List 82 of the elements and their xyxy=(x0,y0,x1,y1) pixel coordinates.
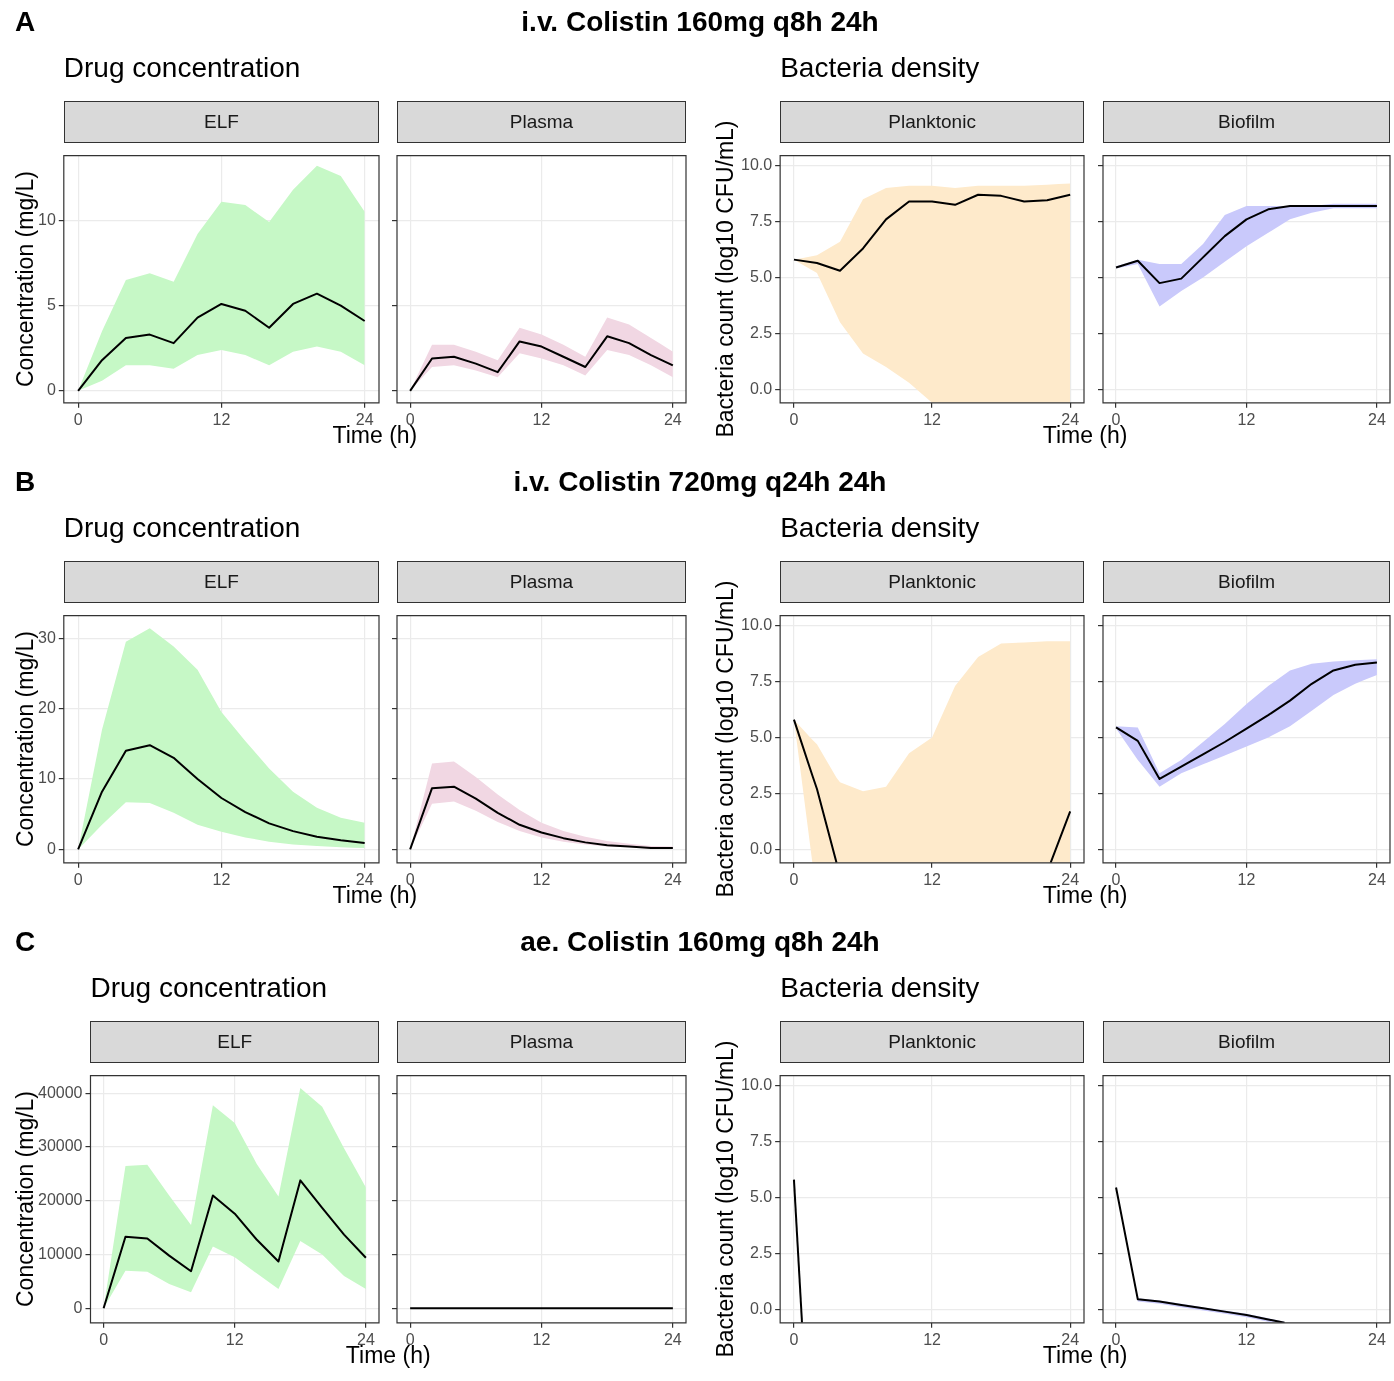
text: B xyxy=(15,466,36,498)
x-tick-label: 24 xyxy=(663,410,682,428)
chart-title: Biofilm xyxy=(1103,101,1390,143)
y-tick-label: 20 xyxy=(38,698,56,716)
chart-subtitle: Drug concentration xyxy=(63,512,301,544)
chart-title: Plasma xyxy=(397,101,686,143)
chart-title: Plasma xyxy=(397,1021,686,1063)
text: C xyxy=(15,926,36,958)
y-tick-label: 20000 xyxy=(37,1191,83,1209)
chart-title: Biofilm xyxy=(1103,561,1390,603)
x-tick-label: 12 xyxy=(212,410,231,428)
y-tick-label: 2.5 xyxy=(749,323,773,341)
y-tick-label: 30000 xyxy=(37,1137,83,1155)
y-axis-title: Concentration (mg/L) xyxy=(11,1091,39,1308)
text: ae. Colistin 160mg q8h 24h xyxy=(520,926,880,958)
y-tick-label: 10 xyxy=(38,769,56,787)
chart-title: Planktonic xyxy=(780,561,1084,603)
chart-subtitle: Bacteria density xyxy=(780,52,980,84)
x-tick-label: 0 xyxy=(1111,1330,1121,1348)
y-tick-label: 2.5 xyxy=(749,1243,773,1261)
chart-subtitle: Drug concentration xyxy=(63,52,301,84)
text: i.v. Colistin 720mg q24h 24h xyxy=(513,466,887,498)
y-tick-label: 10.0 xyxy=(741,156,773,174)
y-tick-label: 5.0 xyxy=(749,727,773,745)
y-axis-title: Bacteria count (log10 CFU/mL) xyxy=(711,1040,739,1358)
y-tick-label: 10.0 xyxy=(741,1076,773,1094)
x-tick-label: 12 xyxy=(532,1330,551,1348)
x-tick-label: 0 xyxy=(99,1330,109,1348)
x-tick-label: 0 xyxy=(789,1330,799,1348)
x-tick-label: 12 xyxy=(1237,410,1256,428)
x-tick-label: 12 xyxy=(532,870,551,888)
y-axis-title: Concentration (mg/L) xyxy=(11,171,39,388)
x-tick-label: 12 xyxy=(225,1330,244,1348)
y-tick-label: 0.0 xyxy=(749,839,773,857)
y-axis-title: Bacteria count (log10 CFU/mL) xyxy=(711,580,739,898)
y-tick-label: 0.0 xyxy=(749,379,773,397)
x-tick-label: 12 xyxy=(532,410,551,428)
y-tick-label: 30 xyxy=(38,628,56,646)
y-tick-label: 7.5 xyxy=(749,1132,773,1149)
chart-title: Plasma xyxy=(397,561,686,603)
y-tick-label: 0 xyxy=(46,381,56,399)
x-tick-label: 12 xyxy=(212,870,231,888)
y-tick-label: 5 xyxy=(46,296,56,314)
x-tick-label: 0 xyxy=(1111,410,1121,428)
y-tick-label: 7.5 xyxy=(749,672,773,689)
y-tick-label: 5.0 xyxy=(749,267,773,285)
chart-subtitle: Bacteria density xyxy=(780,512,980,544)
x-tick-label: 12 xyxy=(1237,1330,1256,1348)
x-tick-label: 12 xyxy=(923,870,942,888)
y-tick-label: 7.5 xyxy=(749,212,773,229)
chart-title: ELF xyxy=(63,561,379,603)
text: i.v. Colistin 160mg q8h 24h xyxy=(521,6,879,38)
y-tick-label: 10000 xyxy=(37,1244,83,1262)
x-tick-label: 24 xyxy=(1368,1330,1386,1348)
y-tick-label: 2.5 xyxy=(749,783,773,801)
x-tick-label: 0 xyxy=(1111,870,1121,888)
x-tick-label: 12 xyxy=(923,1330,942,1348)
y-tick-label: 10 xyxy=(38,210,56,228)
y-tick-label: 40000 xyxy=(37,1083,83,1101)
chart-title: Planktonic xyxy=(780,1021,1084,1063)
x-tick-label: 0 xyxy=(789,410,799,428)
chart-subtitle: Bacteria density xyxy=(780,972,980,1004)
x-tick-label: 12 xyxy=(923,410,942,428)
x-tick-label: 24 xyxy=(1368,410,1386,428)
text: A xyxy=(15,6,36,38)
x-tick-label: 24 xyxy=(1368,870,1386,888)
y-tick-label: 0 xyxy=(46,839,56,857)
y-tick-label: 0.0 xyxy=(749,1299,773,1317)
y-axis-title: Bacteria count (log10 CFU/mL) xyxy=(711,120,739,438)
chart-subtitle: Drug concentration xyxy=(90,972,328,1004)
y-tick-label: 5.0 xyxy=(749,1187,773,1205)
y-axis-title: Concentration (mg/L) xyxy=(11,631,39,848)
x-tick-label: 24 xyxy=(663,1330,682,1348)
chart-title: Biofilm xyxy=(1103,1021,1390,1063)
chart-title: ELF xyxy=(63,101,379,143)
y-tick-label: 0 xyxy=(73,1298,83,1316)
x-tick-label: 0 xyxy=(789,870,799,888)
y-tick-label: 10.0 xyxy=(741,616,773,634)
chart-title: ELF xyxy=(90,1021,379,1063)
x-tick-label: 12 xyxy=(1237,870,1256,888)
chart-title: Planktonic xyxy=(780,101,1084,143)
x-tick-label: 24 xyxy=(663,870,682,888)
